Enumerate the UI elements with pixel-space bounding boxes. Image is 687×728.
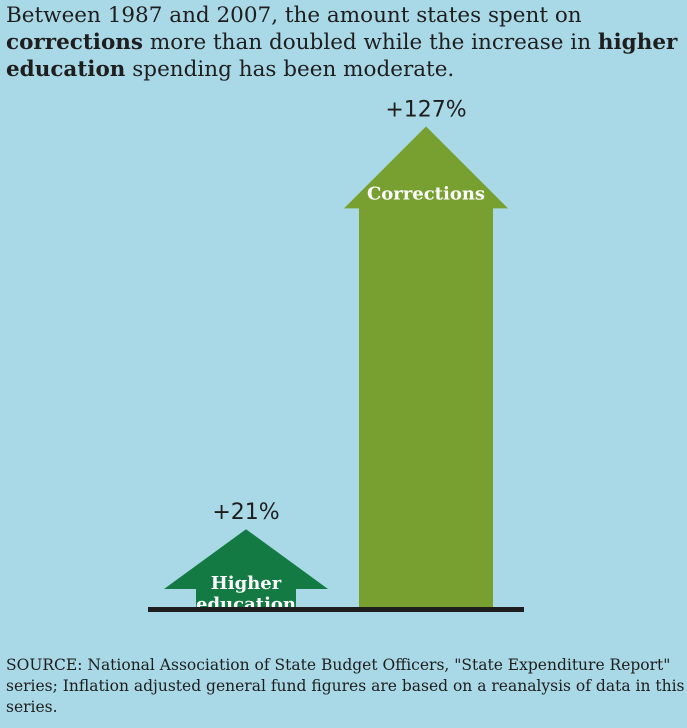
category-label-higher-education-1: Higher — [211, 573, 282, 594]
bar-corrections — [344, 126, 508, 610]
intro-line-3: education spending has been moderate. — [6, 56, 687, 83]
value-label-higher-education: +21% — [212, 500, 279, 525]
intro-text-3: spending has been moderate. — [125, 57, 455, 82]
bar-higher-education — [164, 529, 328, 609]
intro-line-2: corrections more than doubled while the … — [6, 29, 687, 56]
value-label-corrections: +127% — [385, 97, 466, 122]
source-note: SOURCE: National Association of State Bu… — [6, 656, 685, 716]
chart-baseline — [148, 607, 524, 612]
intro-bold-education: education — [6, 57, 126, 82]
intro-text-2: more than doubled while the increase in — [143, 30, 598, 55]
category-label-corrections-1: Corrections — [367, 183, 485, 204]
intro-text-1: Between 1987 and 2007, the amount states… — [6, 3, 582, 28]
chart-intro: Between 1987 and 2007, the amount states… — [6, 2, 687, 83]
intro-line-1: Between 1987 and 2007, the amount states… — [6, 2, 687, 29]
intro-bold-corrections: corrections — [6, 30, 144, 55]
intro-bold-higher: higher — [597, 30, 678, 55]
